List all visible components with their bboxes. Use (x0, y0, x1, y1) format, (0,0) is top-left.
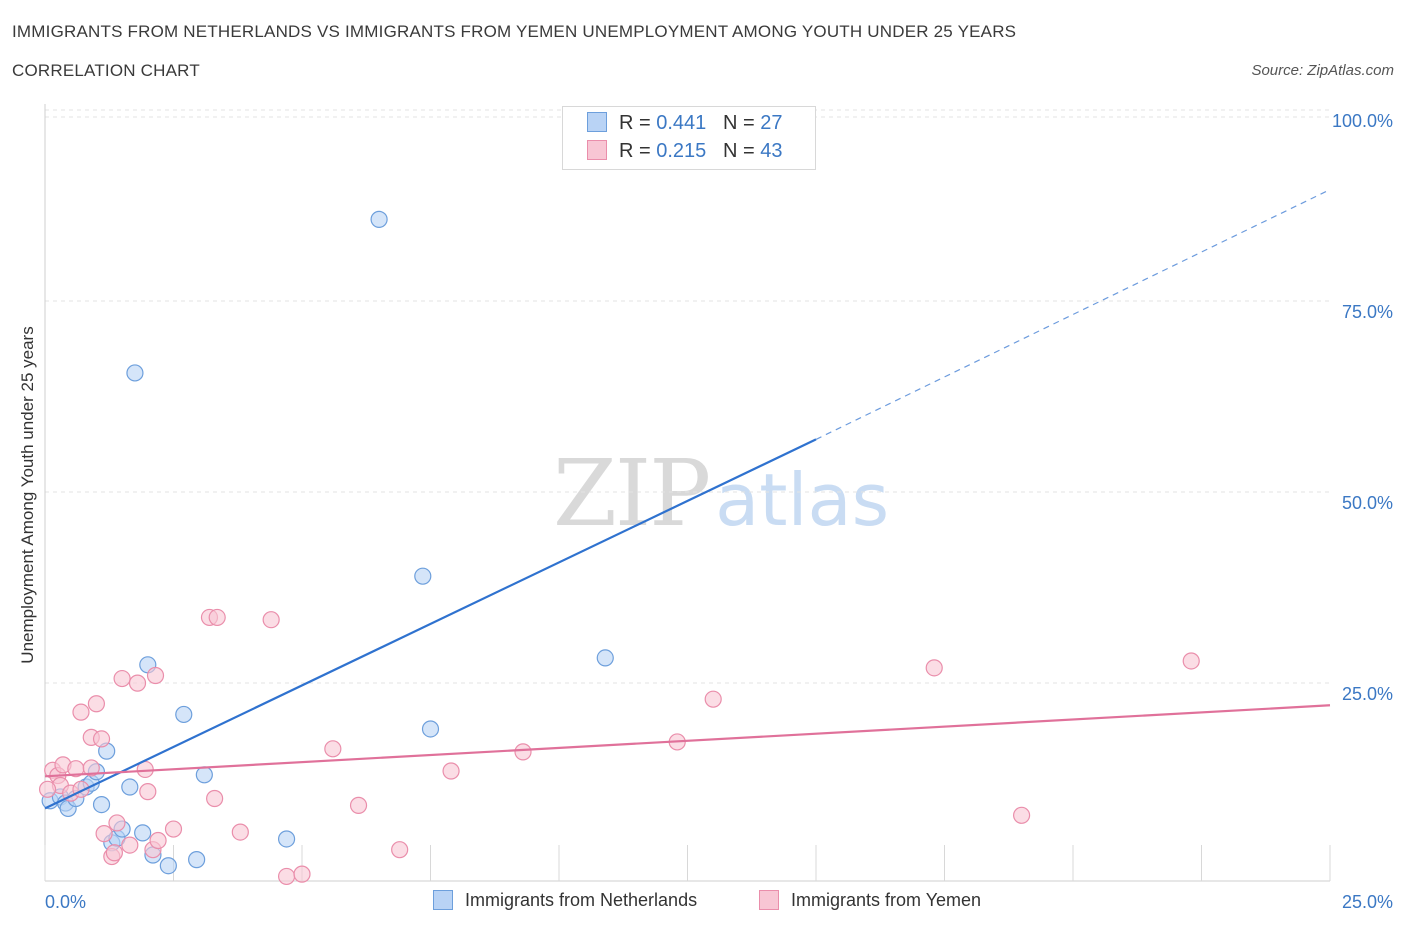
yemen-point (72, 703, 90, 721)
yemen-point (442, 762, 460, 780)
yemen-point (208, 608, 226, 627)
watermark: ZIPatlas (553, 440, 889, 547)
series-legend-label: Immigrants from Yemen (791, 890, 982, 910)
y-tick-label: 75.0% (1342, 302, 1393, 322)
yemen-point (1012, 806, 1031, 824)
yemen-point (231, 823, 249, 841)
netherlands-point (596, 649, 614, 667)
netherlands-trend-line (44, 438, 817, 810)
series-legend-yemen: Immigrants from Yemen (759, 890, 981, 911)
yemen-point (121, 836, 139, 854)
yemen-point (164, 820, 183, 838)
legend-swatch-netherlands (587, 112, 607, 132)
legend-n-label: N = (722, 140, 755, 162)
legend-swatch-netherlands (433, 890, 453, 910)
legend-r-label: R = (619, 112, 651, 134)
stats-legend-row-yemen: R = 0.215 N = 43 (587, 140, 782, 164)
yemen-point (277, 867, 296, 886)
chart-source: Source: ZipAtlas.com (1251, 62, 1394, 79)
netherlands-point (188, 851, 206, 869)
yemen-point (113, 669, 131, 688)
yemen-point (293, 865, 311, 883)
legend-n-value: 27 (760, 112, 783, 134)
yemen-point (149, 831, 167, 850)
yemen-point (92, 730, 111, 748)
watermark-atlas: atlas (715, 458, 890, 542)
x-tick-label: 0.0% (45, 892, 86, 912)
y-tick-label: 25.0% (1342, 684, 1393, 704)
yemen-point (925, 659, 943, 677)
yemen-point (38, 780, 57, 798)
yemen-point (324, 740, 342, 758)
legend-r-value: 0.215 (656, 140, 707, 162)
netherlands-point (414, 567, 432, 585)
yemen-point (391, 841, 409, 859)
netherlands-point (175, 705, 193, 724)
yemen-point (128, 674, 147, 692)
netherlands-point (370, 210, 388, 228)
netherlands-point (421, 720, 440, 738)
legend-n-value: 43 (760, 140, 783, 162)
yemen-point (514, 743, 532, 761)
netherlands-point (277, 830, 296, 848)
netherlands-point (134, 824, 152, 842)
yemen-point (349, 796, 368, 814)
legend-swatch-yemen (587, 140, 607, 160)
yemen-point (108, 814, 126, 832)
netherlands-point (126, 364, 144, 382)
legend-swatch-yemen (759, 890, 779, 910)
y-axis-label: Unemployment Among Youth under 25 years (18, 326, 37, 664)
legend-n-label: N = (722, 112, 755, 134)
netherlands-point (195, 766, 213, 784)
legend-r-value: 0.441 (656, 112, 707, 134)
x-tick-label: 25.0% (1342, 892, 1393, 912)
yemen-point (704, 690, 722, 708)
yemen-point (146, 666, 165, 685)
y-tick-label: 50.0% (1342, 493, 1393, 513)
yemen-point (95, 825, 113, 843)
yemen-point (1182, 652, 1200, 670)
netherlands-trend-extension (815, 189, 1331, 440)
series-legend-label: Immigrants from Netherlands (465, 890, 698, 910)
netherlands-point (159, 857, 177, 875)
legend-r-label: R = (619, 140, 651, 162)
yemen-point (139, 783, 157, 801)
series-legend-netherlands: Immigrants from Netherlands (433, 890, 697, 911)
yemen-trend-line (44, 704, 1331, 778)
yemen-point (105, 844, 123, 862)
yemen-point (206, 789, 224, 808)
yemen-point (82, 759, 100, 777)
yemen-point (262, 611, 280, 629)
stats-legend: R = 0.441 N = 27 R = 0.215 N = 43 (562, 106, 816, 170)
chart-title: IMMIGRANTS FROM NETHERLANDS VS IMMIGRANT… (12, 22, 1017, 41)
netherlands-point (92, 795, 111, 814)
y-tick-label: 100.0% (1332, 111, 1393, 131)
netherlands-point (121, 778, 139, 796)
yemen-point (87, 695, 106, 713)
watermark-zip: ZIP (553, 440, 711, 547)
chart-subtitle: CORRELATION CHART (12, 61, 200, 80)
series-legend: Immigrants from Netherlands Immigrants f… (0, 890, 1406, 916)
stats-legend-row-netherlands: R = 0.441 N = 27 (587, 112, 782, 136)
